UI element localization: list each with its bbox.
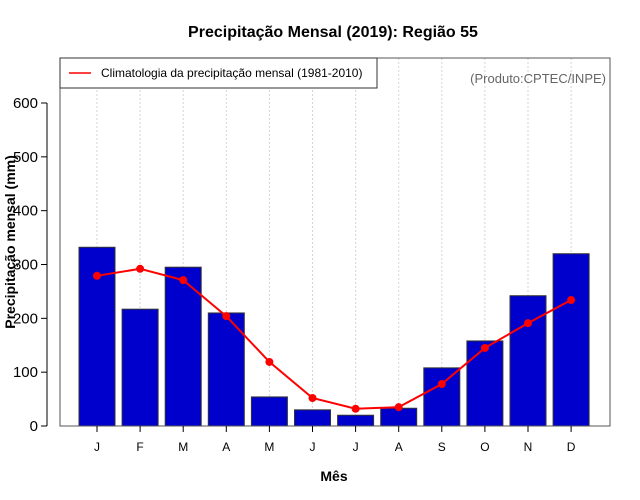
legend: Climatologia da precipitação mensal (198… xyxy=(59,57,378,89)
bar-10 xyxy=(509,295,547,427)
x-tick-label: J xyxy=(353,440,359,454)
climatology-point-1 xyxy=(136,264,145,273)
x-tick-label: A xyxy=(395,440,403,454)
climatology-point-6 xyxy=(351,404,360,413)
y-axis: 0 100 200 300 400 500 600 xyxy=(13,95,48,435)
x-axis-label: Mês xyxy=(320,468,347,484)
climatology-point-3 xyxy=(222,312,231,321)
x-tick-label: M xyxy=(178,440,188,454)
x-tick-label: O xyxy=(480,440,489,454)
climatology-point-2 xyxy=(179,276,188,285)
climatology-line-series xyxy=(93,264,576,413)
bar-6 xyxy=(337,414,375,427)
x-tick-label: F xyxy=(136,440,143,454)
bar-8 xyxy=(423,367,461,427)
bar-3 xyxy=(207,312,245,427)
bar-series xyxy=(78,246,590,427)
climatology-point-11 xyxy=(567,296,576,305)
climatology-point-4 xyxy=(265,357,274,366)
bar-5 xyxy=(294,409,331,427)
legend-box xyxy=(59,57,378,89)
x-tick-label: D xyxy=(567,440,576,454)
x-tick-label: M xyxy=(264,440,274,454)
climatology-point-8 xyxy=(437,380,446,389)
bar-4 xyxy=(250,396,288,427)
credit-annotation: (Produto:CPTEC/INPE) xyxy=(470,71,606,86)
y-tick-label: 100 xyxy=(13,364,38,381)
chart-title: Precipitação Mensal (2019): Região 55 xyxy=(188,24,478,41)
y-tick-label: 600 xyxy=(13,95,38,112)
climatology-line xyxy=(96,267,572,410)
bar-11 xyxy=(552,253,590,427)
legend-entry-label: Climatologia da precipitação mensal (198… xyxy=(101,66,362,80)
x-tick-label: J xyxy=(310,440,316,454)
x-tick-label: J xyxy=(94,440,100,454)
climatology-point-10 xyxy=(524,319,532,328)
y-tick-label: 500 xyxy=(13,149,38,166)
climatology-point-7 xyxy=(394,403,403,412)
x-tick-label: S xyxy=(438,440,446,454)
bar-9 xyxy=(466,340,504,427)
y-tick-label: 200 xyxy=(13,310,38,327)
grid-lines xyxy=(96,58,572,426)
climatology-point-5 xyxy=(308,394,317,403)
y-tick-label: 300 xyxy=(13,257,38,274)
y-tick-label: 0 xyxy=(30,418,38,435)
x-tick-label: A xyxy=(222,440,230,454)
x-tick-label: N xyxy=(524,440,533,454)
climatology-point-9 xyxy=(480,343,489,352)
y-tick-label: 400 xyxy=(13,203,38,220)
climatology-point-0 xyxy=(93,271,101,280)
y-axis-label: Precipitação mensal (mm) xyxy=(2,155,18,329)
bar-1 xyxy=(121,308,159,427)
